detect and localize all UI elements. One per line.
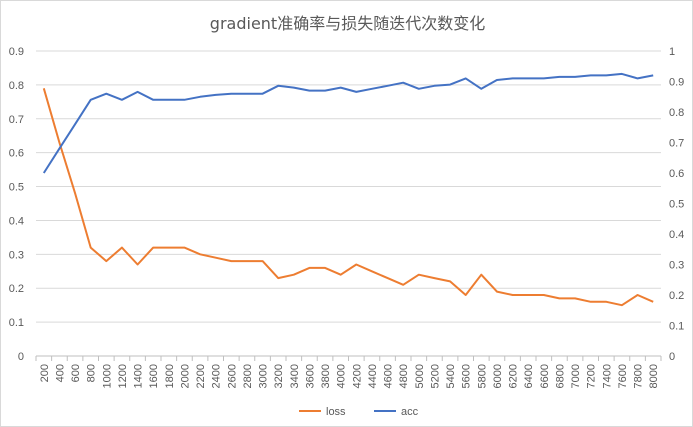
x-tick-label: 7000 [570,364,582,388]
y2-tick-label: 0.9 [669,77,684,89]
y-tick-label: 0 [18,351,24,363]
axes: 0 0.1 0.2 0.3 0.4 0.5 0.6 0.7 0.8 0.9 0 0.1 0.2 0.3 0.… [9,46,685,388]
x-tick-label: 3400 [289,364,301,388]
x-tick-label: 7400 [601,364,613,388]
x-tick-label: 6800 [554,364,566,388]
y-tick-label: 0.7 [9,114,24,126]
x-tick-label: 4800 [398,364,410,388]
y2-tick-label: 0.5 [669,199,684,211]
x-tick-label: 4200 [351,364,363,388]
series-lines [42,72,654,307]
x-tick-label: 7800 [633,364,645,388]
chart-title: gradient准确率与损失随迭代次数变化 [210,14,485,33]
x-tick-label: 5800 [476,364,488,388]
y2-tick-label: 0.6 [669,168,684,180]
x-tick-label: 5600 [461,364,473,388]
x-tick-label: 2600 [226,364,238,388]
x-tick-label: 4000 [336,364,348,388]
x-tick-label: 5400 [445,364,457,388]
y2-tick-label: 0.7 [669,138,684,150]
y2-tick-label: 0.8 [669,107,684,119]
x-tick-label: 5200 [429,364,441,388]
y-tick-label: 0.5 [9,182,24,194]
x-tick-label: 1000 [101,364,113,388]
legend-label-loss: loss [326,406,346,418]
y-tick-label: 0.2 [9,283,24,295]
x-tick-label: 7600 [617,364,629,388]
x-tick-label: 1600 [148,364,160,388]
series-line-loss [42,88,654,307]
y2-tick-label: 0.3 [669,260,684,272]
x-tick-label: 8000 [648,364,660,388]
series-line-acc [42,72,654,174]
y-tick-label: 0.9 [9,46,24,58]
y2-tick-label: 0.2 [669,290,684,302]
y-tick-label: 0.6 [9,148,24,160]
x-tick-label: 7200 [586,364,598,388]
x-tick-label: 6200 [508,364,520,388]
y2-tick-label: 0.1 [669,321,684,333]
x-tick-label: 6600 [539,364,551,388]
gridlines [36,50,661,323]
x-tick-label: 1400 [133,364,145,388]
x-tick-label: 1800 [164,364,176,388]
x-tick-label: 1200 [117,364,129,388]
legend: loss acc [299,406,419,418]
legend-label-acc: acc [401,406,419,418]
x-tick-label: 2400 [211,364,223,388]
x-tick-label: 600 [70,364,82,382]
x-tick-label: 2800 [242,364,254,388]
y-tick-label: 0.4 [9,215,24,227]
x-tick-label: 3200 [273,364,285,388]
x-tick-label: 800 [86,364,98,382]
x-tick-label: 6000 [492,364,504,388]
y-tick-label: 0.3 [9,249,24,261]
x-tick-label: 4600 [383,364,395,388]
x-tick-label: 3800 [320,364,332,388]
x-tick-label: 400 [54,364,66,382]
y2-tick-label: 0.4 [669,229,684,241]
y2-tick-label: 1 [669,46,675,58]
x-tick-label: 3000 [258,364,270,388]
y-tick-label: 0.1 [9,317,24,329]
x-tick-label: 200 [39,364,51,382]
y2-tick-label: 0 [669,351,675,363]
x-tick-label: 2200 [195,364,207,388]
x-tick-label: 3600 [304,364,316,388]
x-tick-label: 6400 [523,364,535,388]
x-tick-label: 2000 [179,364,191,388]
x-tick-label: 4400 [367,364,379,388]
x-tick-label: 5000 [414,364,426,388]
y-tick-label: 0.8 [9,80,24,92]
